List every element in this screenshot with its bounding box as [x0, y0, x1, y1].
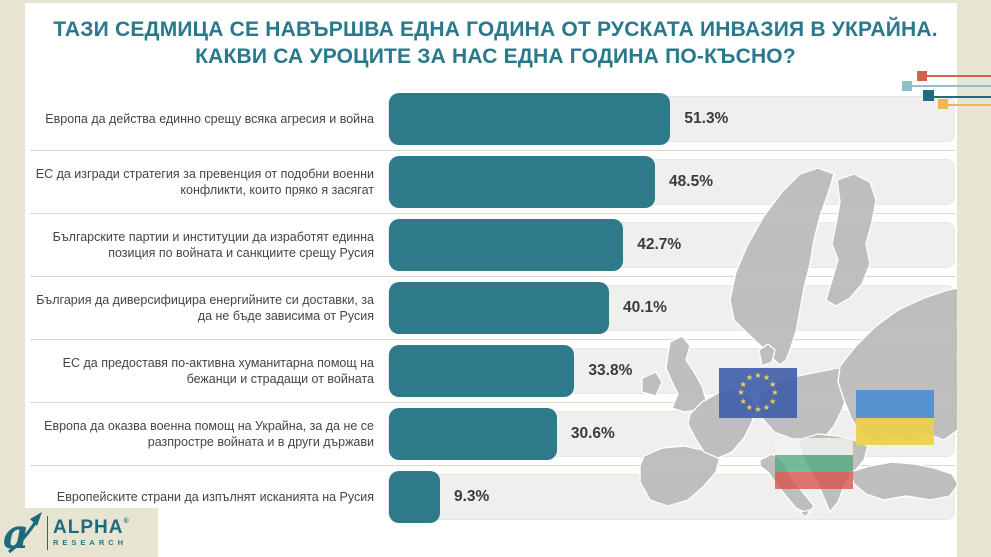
eu-star-icon: ★ — [769, 396, 777, 406]
bar — [389, 219, 624, 271]
logo-brand-text: ALPHA® — [53, 518, 130, 537]
category-label: ЕС да предоставя по-активна хуманитарна … — [62, 356, 374, 386]
eu-star-icon: ★ — [762, 402, 771, 412]
bar — [389, 156, 656, 208]
left-border — [0, 0, 25, 557]
row-separator — [30, 339, 955, 340]
eu-star-icon: ★ — [745, 402, 754, 412]
value-label: 40.1% — [622, 299, 667, 316]
row-separator — [30, 465, 955, 466]
bulgaria-flag-red-stripe — [775, 472, 853, 489]
eu-star-icon: ★ — [754, 371, 762, 380]
eu-star-icon: ★ — [762, 373, 771, 383]
category-label: Европа да действа единно срещу всяка агр… — [45, 112, 374, 126]
bulgaria-flag — [775, 438, 853, 489]
value-label: 48.5% — [669, 173, 713, 190]
chart-title: ТАЗИ СЕДМИЦА СЕ НАВЪРШВА ЕДНА ГОДИНА ОТ … — [45, 16, 946, 70]
value-label: 42.7% — [637, 236, 682, 253]
ukraine-flag — [856, 390, 934, 445]
logo-sub-text: RESEARCH — [53, 538, 128, 548]
bar-chart: Европа да действа единно срещу всяка агр… — [30, 93, 955, 523]
bar — [389, 408, 557, 460]
bar-row: ЕС да изгради стратегия за превенция от … — [30, 156, 955, 208]
value-label: 51.3% — [684, 110, 729, 127]
bulgaria-flag-green-stripe — [775, 455, 853, 472]
value-label: 30.6% — [570, 425, 615, 442]
logo-divider — [47, 515, 48, 550]
category-label: България да диверсифицира енергийните си… — [36, 293, 374, 323]
chart-title-line1: ТАЗИ СЕДМИЦА СЕ НАВЪРШВА ЕДНА ГОДИНА ОТ … — [53, 18, 938, 41]
alpha-research-logo: a ALPHA® RESEARCH — [0, 508, 158, 557]
alpha-logo-icon: a — [3, 511, 42, 556]
row-separator — [30, 150, 955, 151]
light-blue-square-icon — [902, 81, 912, 91]
red-square-icon — [917, 71, 927, 81]
value-label: 9.3% — [454, 488, 490, 505]
category-label: Европейските страни да изпълнят исканият… — [56, 490, 374, 504]
eu-star-icon: ★ — [739, 396, 747, 406]
bar — [389, 93, 671, 145]
bulgaria-flag-white-stripe — [775, 438, 853, 455]
eu-star-icon: ★ — [771, 388, 779, 397]
ukraine-flag-yellow-stripe — [856, 417, 934, 445]
eu-star-icon: ★ — [739, 379, 747, 389]
right-border — [957, 0, 991, 557]
top-border — [0, 0, 991, 3]
logo-brand: ALPHA — [53, 517, 124, 539]
bar-row: Европа да действа единно срещу всяка агр… — [30, 93, 955, 145]
value-label: 33.8% — [588, 362, 633, 379]
eu-star-icon: ★ — [737, 388, 745, 397]
eu-star-icon: ★ — [745, 373, 754, 383]
eu-star-icon: ★ — [769, 379, 777, 389]
svg-text:a: a — [3, 511, 29, 556]
bar — [389, 282, 609, 334]
category-label: Европа да оказва военна помощ на Украйна… — [44, 419, 374, 449]
chart-title-line2: КАКВИ СА УРОЦИТЕ ЗА НАС ЕДНА ГОДИНА ПО-К… — [195, 45, 796, 68]
row-separator — [30, 276, 955, 277]
bar-row: България да диверсифицира енергийните си… — [30, 282, 955, 334]
category-label: ЕС да изгради стратегия за превенция от … — [35, 167, 374, 197]
category-label: Българските партии и институции да израб… — [52, 230, 374, 260]
bar-track: 51.3% — [388, 93, 955, 145]
bar-track: 40.1% — [388, 282, 955, 334]
registered-mark: ® — [123, 518, 130, 526]
eu-flag: ★ ★ ★ ★ ★ ★ ★ ★ ★ ★ ★ ★ — [719, 368, 797, 418]
row-separator — [30, 402, 955, 403]
eu-star-icon: ★ — [754, 405, 762, 414]
bar — [389, 471, 440, 523]
bar — [389, 345, 575, 397]
ukraine-flag-blue-stripe — [856, 390, 934, 418]
bar-track: 48.5% — [388, 156, 955, 208]
row-separator — [30, 213, 955, 214]
